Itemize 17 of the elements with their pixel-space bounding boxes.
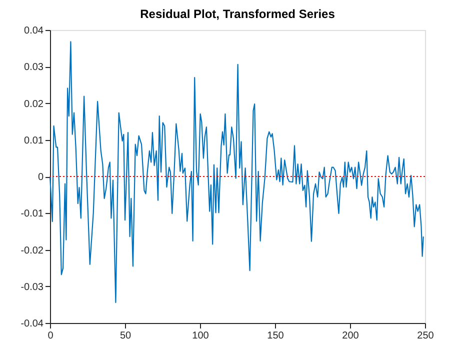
y-tick-label: -0.01: [20, 208, 44, 220]
y-tick-label: 0.04: [24, 26, 44, 36]
y-tick-label: 0.03: [24, 62, 44, 74]
x-tick-label: 200: [342, 330, 360, 342]
y-tick-label: -0.03: [20, 282, 44, 293]
y-tick-label: 0.01: [24, 135, 44, 146]
y-tick-label: 0: [38, 172, 44, 183]
x-tick-label: 250: [417, 330, 434, 342]
x-tick-label: 0: [48, 330, 54, 342]
line-series: [49, 41, 424, 304]
chart-title: Residual Plot, Transformed Series: [140, 7, 336, 21]
y-tick-label: -0.02: [20, 245, 44, 256]
y-tick-label: 0.02: [24, 98, 44, 110]
x-tick-label: 50: [120, 330, 132, 342]
y-tick-label: -0.04: [20, 318, 44, 330]
x-tick-label: 100: [192, 330, 210, 342]
x-tick-label: 150: [267, 330, 284, 342]
